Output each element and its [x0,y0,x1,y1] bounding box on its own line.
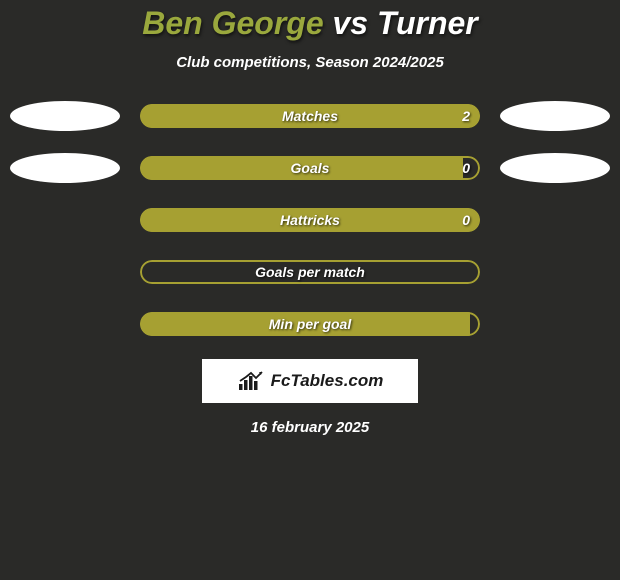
stat-bar: Min per goal [140,312,480,336]
right-ellipse [500,153,610,183]
bar-chart-icon [237,370,265,392]
stat-row: Hattricks 0 [0,205,620,235]
stat-row: Goals per match [0,257,620,287]
stat-bar: Hattricks 0 [140,208,480,232]
bar-value: 0 [462,160,470,176]
player2-name: Turner [377,5,478,41]
left-ellipse [10,205,120,235]
right-ellipse [500,309,610,339]
bar-value: 0 [462,212,470,228]
left-ellipse [10,101,120,131]
vs-text: vs [333,5,369,41]
comparison-infographic: Ben George vs Turner Club competitions, … [0,0,620,580]
right-ellipse [500,205,610,235]
stat-row: Min per goal [0,309,620,339]
subtitle: Club competitions, Season 2024/2025 [176,54,444,71]
stat-bar: Goals per match [140,260,480,284]
stat-bar: Goals 0 [140,156,480,180]
stat-rows: Matches 2 Goals 0 Hattricks 0 Goals per match M… [0,101,620,339]
stat-row: Matches 2 [0,101,620,131]
bar-label: Hattricks [280,212,340,228]
date-text: 16 february 2025 [251,419,369,436]
stat-bar: Matches 2 [140,104,480,128]
logo-text: FcTables.com [271,371,384,391]
logo-badge: FcTables.com [202,359,418,403]
right-ellipse [500,101,610,131]
page-title: Ben George vs Turner [142,5,478,42]
left-ellipse [10,257,120,287]
left-ellipse [10,153,120,183]
stat-row: Goals 0 [0,153,620,183]
bar-label: Goals [291,160,330,176]
bar-label: Min per goal [269,316,351,332]
bar-value: 2 [462,108,470,124]
bar-label: Matches [282,108,338,124]
player1-name: Ben George [142,5,323,41]
left-ellipse [10,309,120,339]
right-ellipse [500,257,610,287]
bar-label: Goals per match [255,264,365,280]
